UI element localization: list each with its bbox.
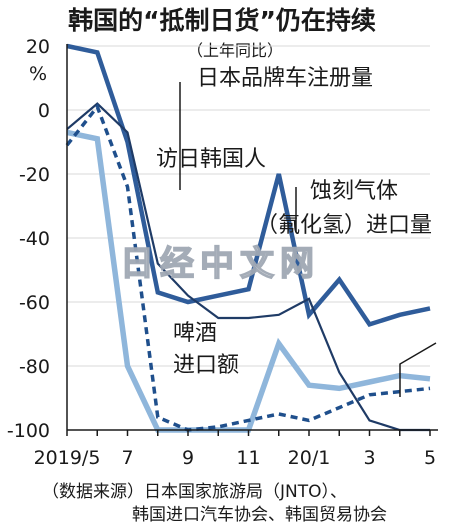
- y-tick-label: -40: [19, 228, 50, 250]
- x-tick-label: 20/1: [288, 447, 331, 469]
- source-line-2: 韩国进口汽车协会、韩国贸易协会: [132, 505, 387, 525]
- y-tick-label: -100: [7, 420, 50, 442]
- y-unit-label: %: [29, 63, 47, 85]
- label-leader-beer: [399, 342, 437, 397]
- x-axis: [66, 44, 438, 436]
- series-line: [66, 102, 430, 432]
- series-label-beer-line2: 进口额: [173, 353, 239, 378]
- series-line: [66, 43, 431, 328]
- series-label-fluoride-line2: （氟化氢）进口量: [256, 213, 432, 238]
- chart-title: 韩国的“抵制日货”仍在持续: [68, 6, 376, 35]
- series-label-japan-car: 日本品牌车注册量: [197, 66, 373, 91]
- series-line: [65, 103, 431, 432]
- x-tick-label: 9: [182, 447, 194, 469]
- series-label-visitors: 访日韩国人: [156, 147, 266, 172]
- x-tick-label: 5: [424, 447, 436, 469]
- x-tick-label: 3: [363, 447, 375, 469]
- y-tick-label: -60: [19, 292, 50, 314]
- series-label-fluoride-line1: 蚀刻气体: [310, 179, 398, 204]
- y-tick-label: 0: [38, 100, 50, 122]
- y-tick-label: -80: [19, 356, 50, 378]
- y-tick-label: -20: [19, 164, 50, 186]
- y-axis-labels: 20 0 -20 -40 -60 -80 -100: [7, 36, 50, 442]
- chart-subtitle: （上年同比）: [187, 41, 283, 60]
- x-tick-label: 7: [121, 447, 133, 469]
- source-line-1: （数据来源）日本国家旅游局（JNTO）、: [42, 482, 347, 502]
- watermark: 日经中文网: [120, 244, 320, 284]
- x-axis-labels: 2019/5 7 9 11 20/1 3 5: [34, 447, 436, 469]
- series-label-beer-line1: 啤酒: [173, 321, 217, 346]
- x-tick-label: 11: [236, 447, 260, 469]
- x-tick-label: 2019/5: [34, 447, 101, 469]
- y-tick-label: 20: [26, 36, 50, 58]
